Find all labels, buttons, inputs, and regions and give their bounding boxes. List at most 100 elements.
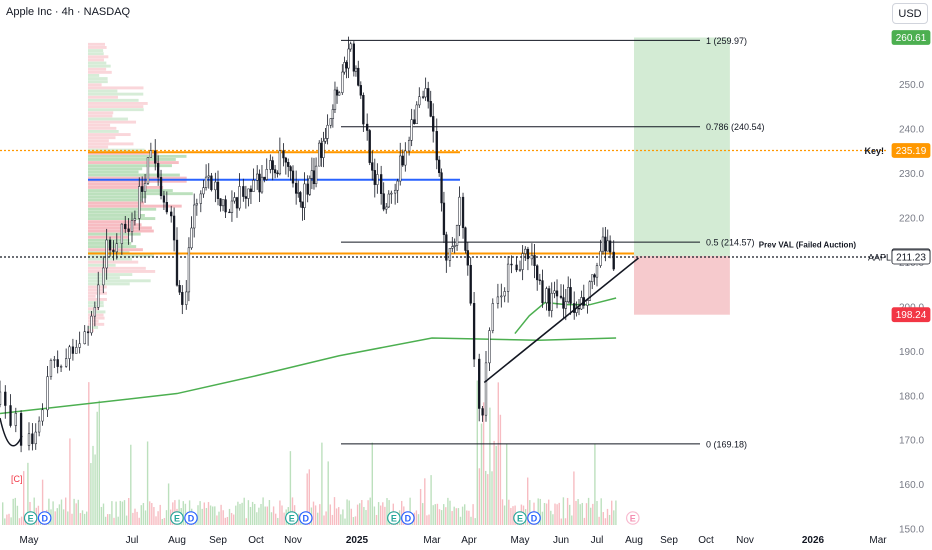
volume-bar: [134, 508, 136, 525]
volume-bar: [283, 512, 285, 525]
chart-title: Apple Inc · 4h · NASDAQ: [6, 6, 131, 18]
volume-profile-bar: [88, 67, 107, 71]
candle-body: [515, 264, 518, 271]
volume-bar: [58, 504, 61, 525]
volume-bar: [346, 499, 348, 525]
volume-bar: [256, 512, 258, 525]
volume-bar: [109, 514, 111, 525]
volume-bar: [344, 518, 346, 525]
candle-body: [86, 331, 90, 334]
marker-letter: E: [391, 514, 397, 524]
volume-bar: [426, 515, 428, 525]
candle-body: [595, 265, 599, 278]
candle-body: [162, 195, 166, 203]
trendline[interactable]: [483, 257, 640, 384]
volume-bar: [438, 509, 441, 525]
volume-bar: [585, 503, 588, 525]
volume-profile-bar: [88, 161, 179, 165]
profit-zone: [634, 37, 730, 256]
volume-bar: [449, 500, 451, 525]
volume-bar: [96, 411, 98, 525]
candle-body: [458, 196, 461, 226]
volume-profile-bar: [88, 176, 187, 180]
candle-body: [591, 274, 594, 283]
volume-bar: [508, 499, 510, 525]
candle-body: [445, 234, 448, 261]
candle-body: [318, 142, 321, 167]
volume-profile-bar: [88, 179, 187, 183]
volume-bar: [308, 469, 310, 525]
x-tick-label: Oct: [248, 535, 264, 546]
candle-body: [68, 346, 71, 359]
candle-body: [130, 220, 134, 232]
volume-bar: [587, 497, 590, 525]
volume-bar: [550, 510, 552, 525]
candle-body: [555, 290, 559, 297]
volume-bar: [14, 497, 16, 525]
volume-bar: [564, 518, 567, 525]
volume-bar: [415, 510, 418, 525]
candle-body: [455, 225, 459, 246]
volume-profile-bar: [88, 207, 157, 211]
dividend-marker: [184, 511, 198, 525]
candle-body: [204, 176, 208, 189]
volume-bar: [375, 514, 378, 525]
volume-bar: [388, 500, 390, 525]
volume-bar: [266, 506, 268, 525]
volume-bar: [409, 497, 411, 525]
candle-body: [345, 62, 348, 69]
volume-bar: [459, 516, 462, 525]
candle-body: [276, 172, 279, 175]
candle-body: [199, 193, 202, 204]
volume-profile-bar: [88, 288, 104, 292]
volume-bar: [503, 505, 506, 525]
volume-bar: [365, 510, 367, 525]
volume-profile-bar: [88, 245, 137, 249]
candle-body: [503, 291, 506, 297]
volume-bar: [566, 497, 569, 525]
volume-bar: [457, 508, 460, 525]
volume-bar: [512, 506, 514, 525]
candle-body: [314, 165, 318, 184]
fib-label: 0.5 (214.57): [706, 238, 755, 248]
volume-bar: [291, 497, 294, 525]
candle-body: [550, 292, 553, 311]
volume-profile-bar: [88, 301, 104, 305]
volume-bar: [541, 511, 544, 525]
candle-body: [37, 420, 41, 433]
volume-profile-bar: [88, 42, 105, 46]
volume-profile-bar: [88, 167, 143, 171]
candle-body: [577, 308, 581, 310]
volume-bar: [325, 511, 327, 525]
volume-bar: [100, 506, 103, 525]
candle-body: [258, 173, 261, 193]
volume-profile-bar: [88, 86, 144, 90]
candle-body: [146, 157, 150, 184]
candle-body: [518, 269, 522, 271]
volume-bar: [272, 506, 275, 525]
volume-bar: [237, 501, 239, 525]
volume-bar: [363, 506, 365, 525]
volume-bar: [506, 443, 508, 525]
volume-bar: [10, 517, 12, 525]
volume-bar: [279, 500, 281, 525]
volume-bar: [545, 503, 548, 525]
volume-bar: [575, 500, 577, 525]
candle-body: [127, 228, 130, 232]
currency-button[interactable]: USD: [892, 3, 928, 24]
volume-bar: [245, 518, 247, 525]
volume-bar: [125, 515, 128, 525]
candle-body: [343, 62, 346, 73]
volume-bar: [220, 504, 222, 525]
candle-body: [524, 248, 527, 254]
volume-bar: [182, 501, 184, 525]
candle-body: [326, 124, 329, 139]
candle-body: [404, 150, 407, 166]
volume-bar: [67, 511, 69, 525]
volume-profile-bar: [88, 114, 113, 118]
volume-bar: [476, 380, 478, 525]
volume-bar: [317, 512, 319, 525]
x-axis[interactable]: May Jul Aug Sep Oct Nov 2025 Mar Apr May Jun Jul Aug…: [20, 535, 888, 546]
